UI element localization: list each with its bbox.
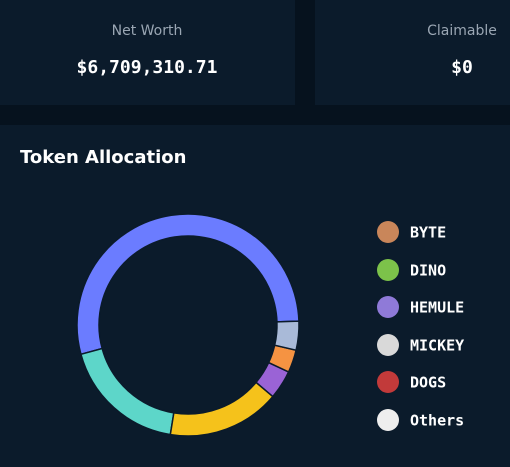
legend-label: HEMULE: [410, 299, 464, 317]
token-icon: [377, 296, 399, 318]
card-label: Net Worth: [112, 23, 183, 39]
legend-label: MICKEY: [410, 337, 464, 355]
card-value: $0: [451, 57, 473, 78]
token-icon: [377, 371, 399, 393]
donut-segment: [273, 320, 300, 352]
card: [0, 0, 295, 105]
legend-label: DOGS: [410, 374, 446, 392]
token-icon: [377, 409, 399, 431]
token-icon: [377, 259, 399, 281]
legend-label: DINO: [410, 262, 446, 280]
token-icon: [377, 334, 399, 356]
chart-title: Token Allocation: [20, 147, 186, 168]
card-value: $6,709,310.71: [77, 57, 218, 78]
card: [315, 0, 510, 105]
legend-label: Others: [410, 412, 464, 430]
legend-icons: [377, 221, 399, 431]
token-icon: [377, 221, 399, 243]
card-label: Claimable: [427, 23, 497, 39]
legend-label: BYTE: [410, 224, 446, 242]
